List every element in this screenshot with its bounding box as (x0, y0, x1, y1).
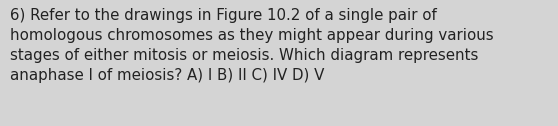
Text: 6) Refer to the drawings in Figure 10.2 of a single pair of
homologous chromosom: 6) Refer to the drawings in Figure 10.2 … (10, 8, 494, 83)
